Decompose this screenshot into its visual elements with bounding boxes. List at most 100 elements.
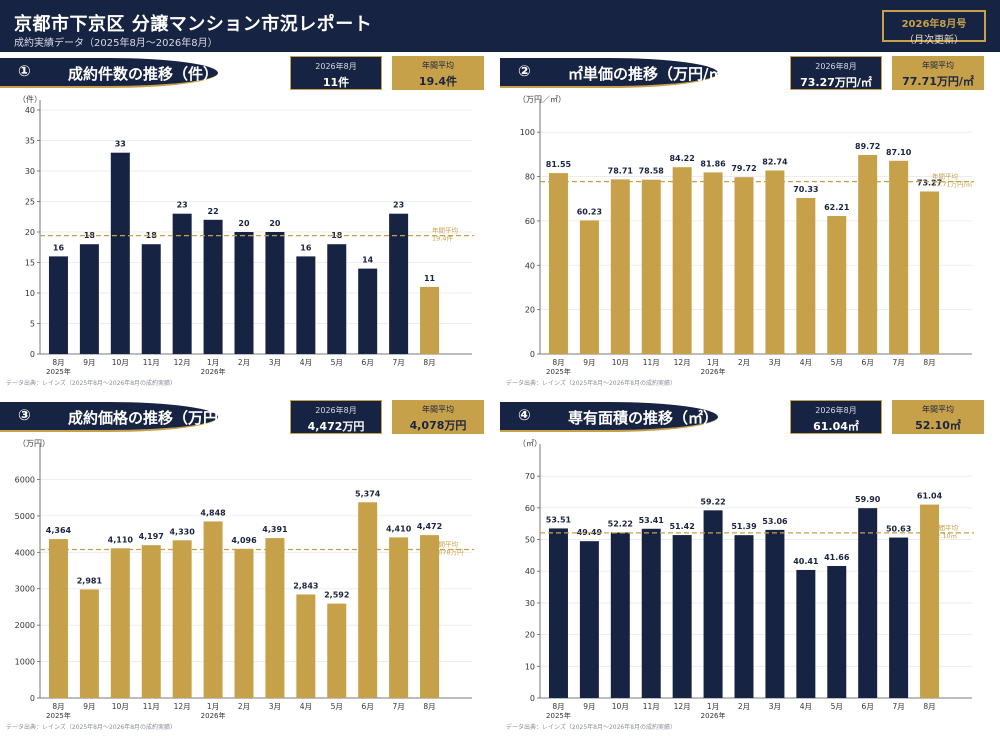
bar <box>765 529 785 698</box>
average-line-value: 19.4件 <box>432 234 453 243</box>
section-title-bar: ② ㎡単価の推移（万円/㎡） <box>500 58 738 88</box>
data-label: 51.39 <box>731 522 757 531</box>
y-tick-label: 30 <box>525 599 535 608</box>
data-label: 11 <box>424 274 436 283</box>
bar <box>641 528 661 698</box>
bar <box>889 537 909 698</box>
kpi-latest-month: 2026年8月 61.04㎡ <box>790 400 882 434</box>
bar-chart-1: （件）0510152025303540168月2025年189月3310月181… <box>18 94 474 376</box>
kpi-latest-label: 2026年8月 <box>315 62 357 71</box>
x-tick-label: 2月 <box>238 702 250 711</box>
data-label: 78.71 <box>608 166 634 175</box>
x-tick-label: 8月 <box>552 702 564 711</box>
x-tick-label: 8月 <box>52 702 64 711</box>
report-header: 京都市下京区 分譲マンション市況レポート 成約実績データ（2025年8月〜202… <box>0 0 1000 52</box>
bar <box>141 244 161 354</box>
source-note: データ出典：レインズ（2025年8月〜2026年8月の成約実績） <box>6 724 177 731</box>
bar <box>703 172 723 354</box>
x-tick-label: 1月 <box>207 358 219 367</box>
x-tick-label: 8月 <box>52 358 64 367</box>
bar <box>765 170 785 354</box>
kpi-latest-label: 2026年8月 <box>315 406 357 415</box>
data-label: 14 <box>362 256 374 265</box>
data-label: 2,592 <box>324 591 349 600</box>
bar <box>48 539 68 698</box>
bar <box>579 541 599 698</box>
average-line-value: 52.10㎡ <box>932 531 958 540</box>
x-tick-label: 1月 <box>707 358 719 367</box>
x-tick-label: 2月 <box>738 358 750 367</box>
x-tick-label: 11月 <box>143 358 160 367</box>
kpi-latest-value: 11件 <box>322 76 350 89</box>
y-tick-label: 20 <box>525 306 535 315</box>
y-tick-label: 80 <box>525 173 535 182</box>
y-tick-label: 60 <box>525 217 535 226</box>
bar <box>172 540 192 698</box>
y-tick-label: 20 <box>25 228 35 237</box>
x-tick-label: 8月 <box>923 702 935 711</box>
bar <box>889 160 909 354</box>
x-year-label: 2026年 <box>701 711 726 720</box>
data-label: 4,410 <box>386 524 412 533</box>
data-label: 23 <box>393 201 404 210</box>
kpi-annual-average: 年間平均 4,078万円 <box>392 400 484 434</box>
average-line-label: 年間平均 <box>932 523 959 532</box>
bar <box>796 569 816 698</box>
bar <box>734 535 754 698</box>
kpi-latest-month: 2026年8月 73.27万円/㎡ <box>790 56 882 90</box>
data-label: 81.86 <box>700 159 726 168</box>
bar <box>420 286 440 354</box>
x-tick-label: 8月 <box>423 358 435 367</box>
x-year-label: 2026年 <box>201 367 226 376</box>
data-label: 20 <box>269 219 281 228</box>
y-tick-label: 100 <box>520 128 535 137</box>
bar <box>79 589 99 698</box>
data-label: 18 <box>146 231 158 240</box>
x-tick-label: 5月 <box>831 358 843 367</box>
data-label: 84.22 <box>669 154 694 163</box>
x-tick-label: 8月 <box>552 358 564 367</box>
data-label: 52.22 <box>608 520 633 529</box>
data-label: 53.41 <box>639 516 665 525</box>
data-label: 59.22 <box>700 497 725 506</box>
kpi-average-label: 年間平均 <box>422 405 454 414</box>
y-tick-label: 2000 <box>15 621 35 630</box>
kpi-average-value: 77.71万円/㎡ <box>902 75 974 88</box>
x-tick-label: 9月 <box>83 702 95 711</box>
bar <box>703 510 723 698</box>
kpi-latest-label: 2026年8月 <box>815 62 857 71</box>
section-title: 成約価格の推移（万円） <box>68 409 234 427</box>
section-title: ㎡単価の推移（万円/㎡） <box>568 65 739 83</box>
x-tick-label: 9月 <box>583 702 595 711</box>
chart-panel-4: ④ 専有面積の推移（㎡） 2026年8月 61.04㎡ 年間平均 52.10㎡ … <box>500 396 1000 740</box>
bar <box>358 268 378 354</box>
bar <box>920 504 940 698</box>
x-year-label: 2025年 <box>46 711 71 720</box>
report-title: 京都市下京区 分譲マンション市況レポート <box>14 14 373 35</box>
issue-badge: 2026年8月号 （月次更新） <box>882 10 986 46</box>
x-tick-label: 9月 <box>83 358 95 367</box>
issue-note: （月次更新） <box>904 35 964 46</box>
x-tick-label: 1月 <box>707 702 719 711</box>
bar <box>548 173 568 354</box>
data-label: 4,096 <box>231 536 257 545</box>
kpi-latest-month: 2026年8月 11件 <box>290 56 382 90</box>
bar <box>203 219 223 354</box>
x-tick-label: 4月 <box>300 702 312 711</box>
y-tick-label: 50 <box>525 536 535 545</box>
data-label: 70.33 <box>793 185 818 194</box>
kpi-latest-value: 61.04㎡ <box>813 420 859 433</box>
section-title-bar: ④ 専有面積の推移（㎡） <box>500 402 718 432</box>
section-number: ① <box>18 62 31 80</box>
x-tick-label: 8月 <box>923 358 935 367</box>
x-tick-label: 12月 <box>674 358 691 367</box>
data-label: 40.41 <box>793 557 819 566</box>
data-label: 4,472 <box>417 522 442 531</box>
source-note: データ出典：レインズ（2025年8月〜2026年8月の成約実績） <box>506 724 677 731</box>
bar <box>358 502 378 698</box>
data-label: 16 <box>53 243 65 252</box>
bar <box>672 167 692 354</box>
x-tick-label: 4月 <box>800 702 812 711</box>
data-label: 62.21 <box>824 203 850 212</box>
x-year-label: 2026年 <box>701 367 726 376</box>
